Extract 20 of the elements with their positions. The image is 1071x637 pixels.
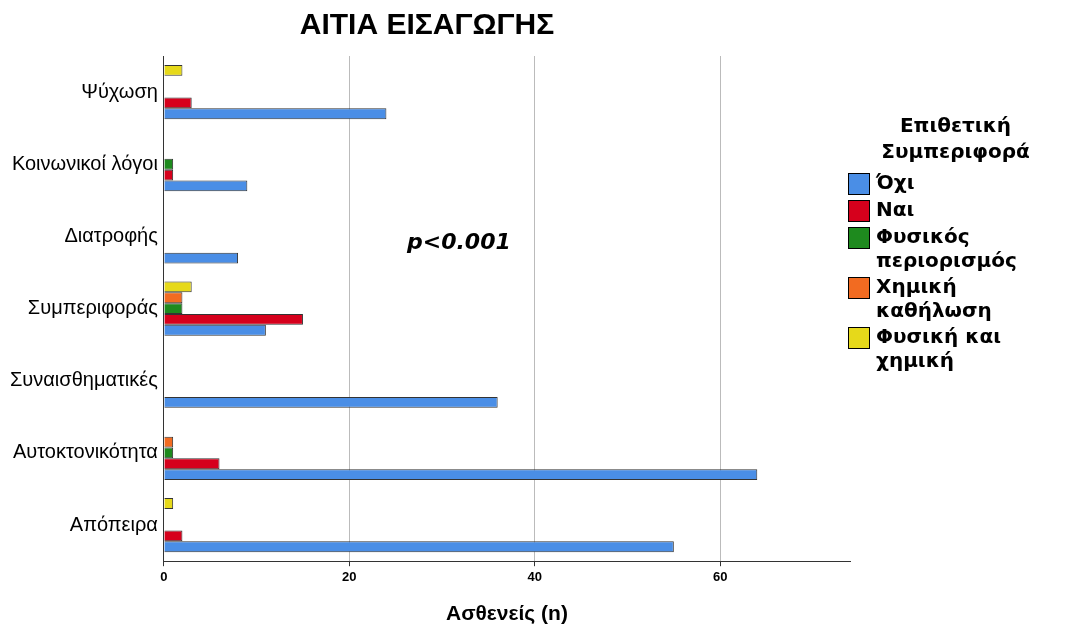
x-tick-label: 40 — [527, 568, 542, 584]
y-tick-label: Αυτοκτονικότητα — [12, 440, 158, 463]
legend-label: Χημική καθήλωση — [876, 274, 993, 322]
x-tick-label: 0 — [160, 568, 168, 584]
chart-title: ΑΙΤΙΑ ΕΙΣΑΓΩΓΗΣ — [299, 7, 555, 41]
legend-label: Φυσικός περιορισμός — [876, 224, 1018, 272]
y-tick-label: Ψύχωση — [81, 79, 158, 102]
y-tick-label: Απόπειρα — [69, 512, 158, 535]
y-tick-label: Κοινωνικοί λόγοι — [11, 151, 158, 174]
y-tick-label: Συμπεριφοράς — [27, 296, 159, 319]
x-axis-title: Ασθενείς (n) — [445, 601, 568, 626]
legend-title: Επιθετική Συμπεριφορά — [880, 112, 1031, 164]
x-tick-label: 60 — [712, 568, 728, 584]
legend-label: Ναι — [876, 197, 915, 221]
legend-label: Όχι — [876, 170, 915, 194]
y-tick-label: Συναισθηματικές — [9, 368, 159, 391]
x-tick-label: 20 — [342, 568, 357, 584]
y-tick-label: Διατροφής — [64, 223, 159, 246]
legend-label: Φυσική και χημική — [876, 324, 1003, 372]
annotation: p<0.001 — [406, 228, 511, 254]
